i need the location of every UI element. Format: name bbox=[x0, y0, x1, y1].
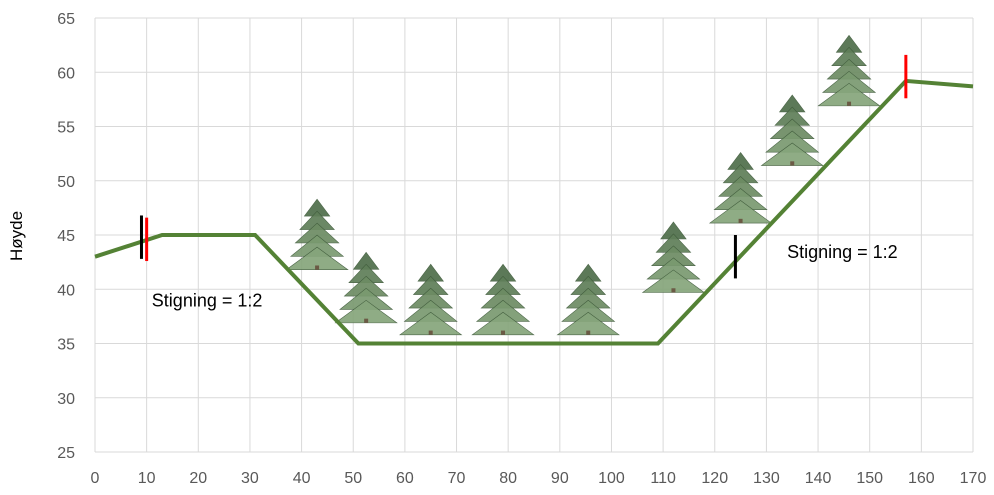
tree-trunk bbox=[364, 318, 369, 323]
tree-trunk bbox=[738, 218, 743, 224]
x-tick-label: 60 bbox=[396, 470, 414, 487]
x-tick-label: 10 bbox=[138, 470, 156, 487]
tree-icon bbox=[708, 152, 773, 224]
grid bbox=[94, 17, 974, 453]
tree-icon bbox=[556, 263, 620, 336]
tree-icon bbox=[285, 198, 349, 271]
markers bbox=[139, 54, 908, 279]
x-tick-label: 160 bbox=[908, 470, 935, 487]
x-tick-label: 50 bbox=[344, 470, 362, 487]
x-tick-label: 0 bbox=[91, 470, 100, 487]
x-tick-label: 140 bbox=[805, 470, 832, 487]
tree-trunk bbox=[671, 288, 676, 293]
y-tick-label: 60 bbox=[57, 65, 75, 82]
x-tick-label: 30 bbox=[241, 470, 259, 487]
tree-trunk bbox=[847, 101, 852, 106]
annotation-label: Stigning = 1:2 bbox=[152, 291, 263, 311]
x-tick-label: 90 bbox=[551, 470, 569, 487]
x-tick-label: 130 bbox=[753, 470, 780, 487]
y-tick-label: 25 bbox=[57, 445, 75, 462]
y-axis-label: Høyde bbox=[7, 211, 26, 261]
y-tick-label: 65 bbox=[57, 11, 75, 28]
y-axis: 25 30 35 40 45 50 55 60 65 bbox=[57, 11, 75, 462]
y-tick-label: 35 bbox=[57, 337, 75, 354]
tree-icon bbox=[334, 251, 398, 324]
tree-trunk bbox=[586, 330, 591, 335]
x-tick-label: 110 bbox=[650, 470, 676, 487]
x-tick-label: 70 bbox=[448, 470, 466, 487]
tree-icon bbox=[817, 34, 881, 107]
y-tick-label: 45 bbox=[57, 228, 75, 245]
annotations: Stigning = 1:2 Stigning = 1:2 bbox=[152, 242, 898, 311]
y-tick-label: 55 bbox=[57, 120, 75, 137]
tree-trunk bbox=[790, 161, 795, 166]
tree-icon bbox=[399, 263, 463, 336]
annotation-label: Stigning = 1:2 bbox=[787, 242, 898, 262]
x-tick-label: 20 bbox=[189, 470, 207, 487]
x-tick-label: 150 bbox=[856, 470, 883, 487]
tree-trunk bbox=[315, 265, 320, 270]
x-tick-label: 120 bbox=[701, 470, 728, 487]
x-tick-label: 100 bbox=[598, 470, 625, 487]
x-tick-label: 40 bbox=[293, 470, 311, 487]
y-tick-label: 50 bbox=[57, 174, 75, 191]
y-tick-label: 40 bbox=[57, 282, 75, 299]
x-axis: 0 10 20 30 40 50 60 70 80 90 100 110 120 130 140 150 160… bbox=[91, 470, 987, 487]
trees bbox=[285, 34, 881, 336]
tree-icon bbox=[471, 263, 535, 336]
tree-icon bbox=[641, 221, 706, 293]
y-tick-label: 30 bbox=[57, 391, 75, 408]
tree-trunk bbox=[501, 330, 506, 335]
tree-trunk bbox=[428, 330, 433, 335]
x-tick-label: 170 bbox=[960, 470, 987, 487]
tree-icon bbox=[760, 94, 824, 166]
x-tick-label: 80 bbox=[499, 470, 517, 487]
